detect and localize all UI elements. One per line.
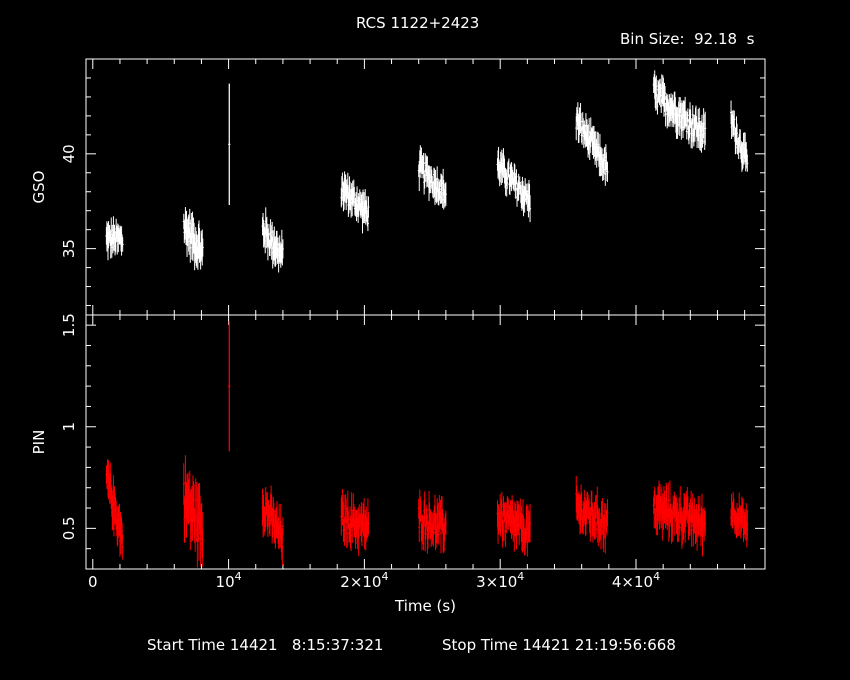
y-axis-label: GSO	[30, 171, 48, 204]
x-tick-label: 2×104	[340, 570, 388, 591]
x-tick-mantissa: 4×10	[612, 573, 653, 591]
y-tick-label: 0.5	[60, 516, 78, 540]
x-tick-mantissa: 3×10	[476, 573, 517, 591]
x-tick-exponent: 4	[235, 570, 242, 583]
series-bottom	[105, 321, 749, 568]
x-tick-mantissa: 0	[88, 573, 98, 591]
y-tick-label: 35	[60, 239, 78, 258]
x-tick-exponent: 4	[653, 570, 660, 583]
y-tick-label: 40	[60, 144, 78, 163]
x-tick-exponent: 4	[517, 570, 524, 583]
x-tick-label: 0	[88, 573, 98, 591]
bin-size-label: Bin Size: 92.18 s	[620, 30, 755, 48]
y-tick-label: 1	[60, 422, 78, 432]
series-top	[105, 70, 749, 273]
chart-title: RCS 1122+2423	[356, 14, 480, 32]
x-tick-label: 3×104	[476, 570, 524, 591]
stop-time-label: Stop Time 14421 21:19:56:668	[442, 636, 676, 654]
x-tick-mantissa: 2×10	[340, 573, 381, 591]
x-tick-label: 104	[216, 570, 242, 591]
panel-frame-bottom	[85, 314, 766, 570]
x-axis-label: Time (s)	[394, 597, 456, 615]
start-time-label: Start Time 14421 8:15:37:321	[147, 636, 384, 654]
y-axis-label: PIN	[30, 430, 48, 455]
x-tick-exponent: 4	[381, 570, 388, 583]
y-tick-label: 1.5	[60, 313, 78, 337]
x-tick-mantissa: 10	[216, 573, 235, 591]
x-tick-label: 4×104	[612, 570, 660, 591]
